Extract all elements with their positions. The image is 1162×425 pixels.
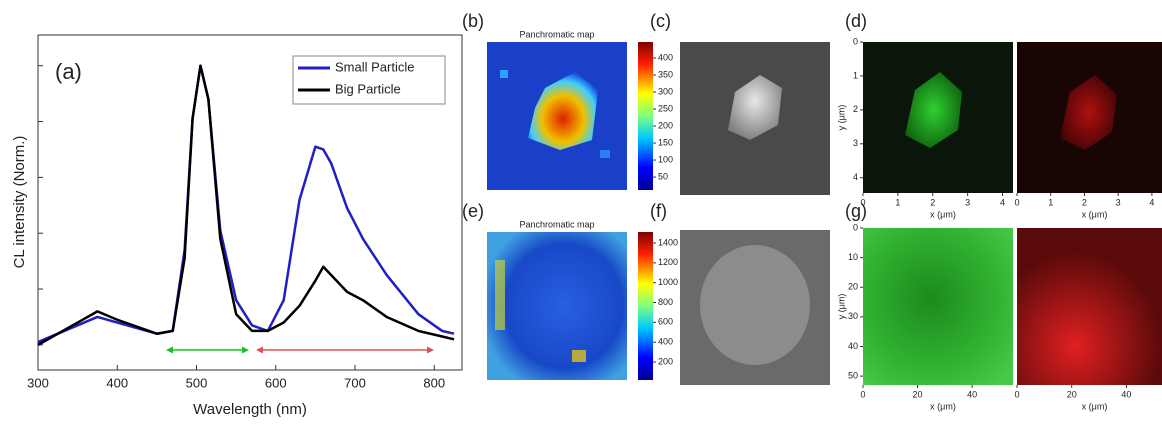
panel-label: (b) <box>462 11 484 31</box>
colorbar-tick-label: 1000 <box>658 277 678 287</box>
colorbar-tick-label: 200 <box>658 356 673 366</box>
x-tick-label: 4 <box>1000 197 1005 207</box>
y-tick-label: 3 <box>853 138 858 148</box>
series-line <box>37 64 455 344</box>
x-tick-label: 500 <box>186 375 208 390</box>
panel-label: (a) <box>55 59 82 84</box>
x-tick-label: 400 <box>106 375 128 390</box>
y-tick-label: 1 <box>853 70 858 80</box>
x-tick-label: 1 <box>895 197 900 207</box>
x-axis-label: x (μm) <box>1082 209 1108 219</box>
y-tick-label: 2 <box>853 104 858 114</box>
colorbar-tick-label: 1200 <box>658 257 678 267</box>
map-title: Panchromatic map <box>519 29 594 39</box>
series-line <box>37 64 455 346</box>
x-tick-label: 0 <box>1014 389 1019 399</box>
y-tick-label: 20 <box>848 282 858 292</box>
y-tick-label: 10 <box>848 252 858 262</box>
panel-label: (e) <box>462 201 484 221</box>
y-tick-label: 30 <box>848 311 858 321</box>
colorbar-tick-label: 100 <box>658 154 673 164</box>
x-tick-label: 3 <box>965 197 970 207</box>
colorbar-tick-label: 50 <box>658 171 668 181</box>
y-tick-label: 0 <box>853 222 858 232</box>
y-tick-label: 4 <box>853 172 858 182</box>
colorbar-tick-label: 350 <box>658 69 673 79</box>
x-tick-label: 3 <box>1116 197 1121 207</box>
y-axis-label: y (μm) <box>836 105 846 131</box>
x-tick-label: 40 <box>967 389 977 399</box>
panel-label: (d) <box>845 11 867 31</box>
x-axis-label: x (μm) <box>930 209 956 219</box>
legend-box <box>292 55 446 105</box>
x-axis-label: x (μm) <box>1082 401 1108 411</box>
legend-label: Small Particle <box>335 59 414 74</box>
x-tick-label: 300 <box>27 375 49 390</box>
colorbar-tick-label: 150 <box>658 137 673 147</box>
map-title: Panchromatic map <box>519 219 594 229</box>
colorbar-tick-label: 1400 <box>658 237 678 247</box>
panel-label: (f) <box>650 201 667 221</box>
x-tick-label: 0 <box>860 197 865 207</box>
x-tick-label: 4 <box>1149 197 1154 207</box>
colorbar-tick-label: 800 <box>658 297 673 307</box>
y-tick-label: 40 <box>848 341 858 351</box>
x-tick-label: 600 <box>265 375 287 390</box>
panel-label: (g) <box>845 201 867 221</box>
colorbar-tick-label: 400 <box>658 52 673 62</box>
x-tick-label: 20 <box>1067 389 1077 399</box>
panel-images <box>487 42 1162 385</box>
x-tick-label: 40 <box>1121 389 1131 399</box>
colorbar-tick-label: 400 <box>658 337 673 347</box>
x-tick-label: 1 <box>1048 197 1053 207</box>
colorbar-tick-label: 200 <box>658 120 673 130</box>
x-tick-label: 700 <box>344 375 366 390</box>
x-tick-label: 0 <box>860 389 865 399</box>
x-tick-label: 800 <box>423 375 445 390</box>
y-axis-label: CL intensity (Norm.) <box>11 136 28 269</box>
x-tick-label: 0 <box>1014 197 1019 207</box>
y-axis-label: y (μm) <box>836 294 846 320</box>
range-arrows <box>166 346 434 354</box>
x-tick-label: 20 <box>913 389 923 399</box>
y-tick-label: 50 <box>848 370 858 380</box>
colorbar-tick-label: 250 <box>658 103 673 113</box>
x-tick-label: 2 <box>930 197 935 207</box>
y-tick-label: 0 <box>853 36 858 46</box>
legend-label: Big Particle <box>335 81 401 96</box>
plot-frame <box>37 34 463 371</box>
panel-label: (c) <box>650 11 671 31</box>
x-tick-label: 2 <box>1082 197 1087 207</box>
x-axis-label: x (μm) <box>930 401 956 411</box>
colorbar-tick-label: 300 <box>658 86 673 96</box>
colorbar-tick-label: 600 <box>658 317 673 327</box>
x-axis-label: Wavelength (nm) <box>193 401 307 418</box>
